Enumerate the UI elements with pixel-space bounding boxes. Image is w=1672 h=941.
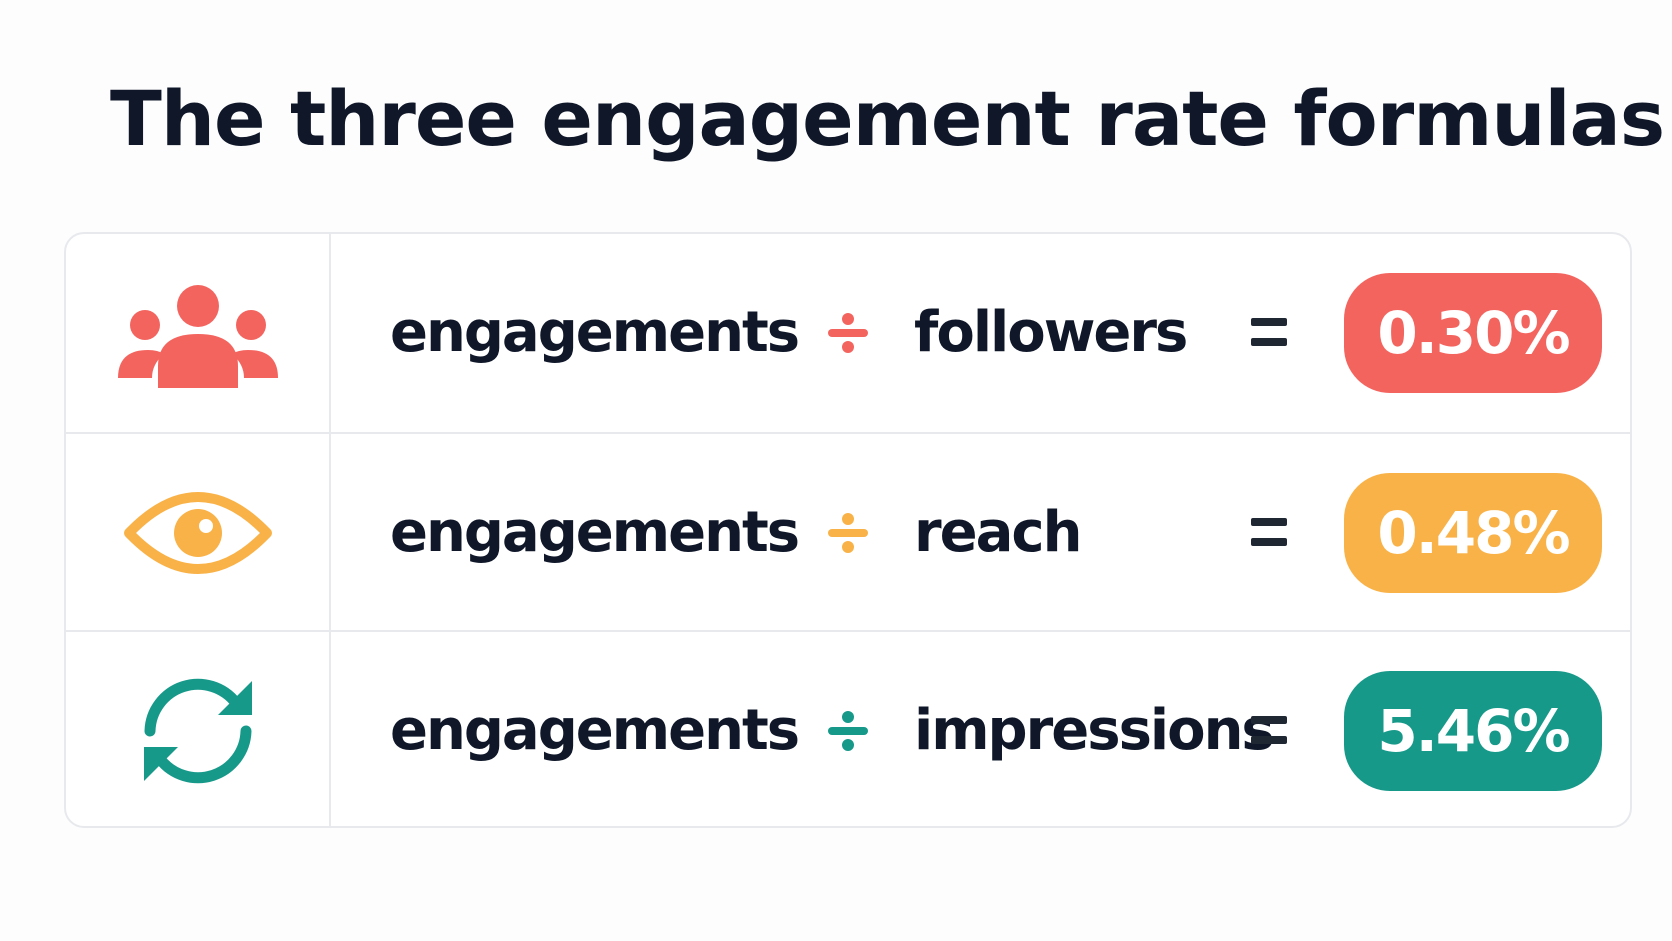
result-badge: 0.48% — [1344, 473, 1602, 593]
refresh-cycle-icon — [143, 678, 252, 784]
divide-sign — [828, 513, 868, 553]
result-badge: 0.30% — [1344, 273, 1602, 393]
formula-row-impressions: engagements impressions 5.46% — [66, 630, 1630, 826]
people-group-icon — [117, 285, 278, 388]
divide-sign — [828, 711, 868, 751]
numerator-label: engagements — [390, 300, 800, 365]
eye-icon — [123, 492, 272, 574]
denominator-label: reach — [914, 500, 1082, 565]
column-divider — [329, 434, 331, 632]
denominator-label: impressions — [914, 698, 1275, 763]
formula-row-reach: engagements reach 0.48% — [66, 432, 1630, 632]
result-badge: 5.46% — [1344, 671, 1602, 791]
equals-sign — [1251, 318, 1287, 348]
equals-sign — [1251, 518, 1287, 548]
numerator-label: engagements — [390, 500, 800, 565]
icon-cell — [66, 434, 329, 632]
column-divider — [329, 632, 331, 826]
column-divider — [329, 234, 331, 432]
page-title: The three engagement rate formulas — [110, 74, 1665, 163]
icon-cell — [66, 632, 329, 826]
equals-sign — [1251, 716, 1287, 746]
formula-table: engagements followers 0.30% engagements … — [64, 232, 1632, 828]
denominator-label: followers — [914, 300, 1188, 365]
icon-cell — [66, 234, 329, 432]
numerator-label: engagements — [390, 698, 800, 763]
divide-sign — [828, 313, 868, 353]
formula-row-followers: engagements followers 0.30% — [66, 234, 1630, 432]
